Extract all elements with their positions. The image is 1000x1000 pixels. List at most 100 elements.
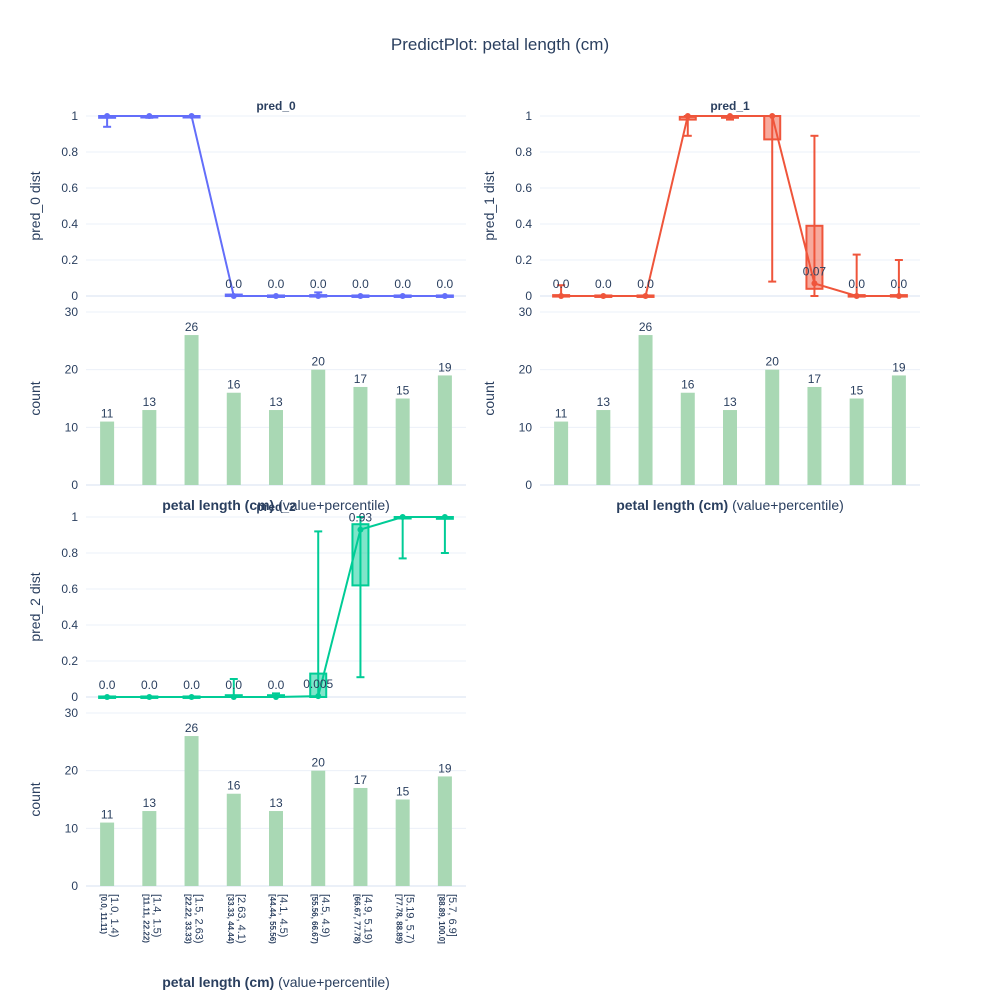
- median-point: [642, 293, 649, 299]
- count-ytick-label: 10: [519, 420, 533, 434]
- median-point: [315, 293, 322, 299]
- count-bar: [437, 375, 452, 485]
- count-ytick-label: 20: [65, 764, 79, 778]
- median-point: [811, 280, 818, 287]
- xtick-percentile: [88.89, 100.0]: [437, 894, 446, 944]
- xtick-label: [4.5, 4.9): [319, 894, 331, 937]
- count-bar-label: 17: [354, 773, 368, 787]
- x-axis-label: petal length (cm) (value+percentile): [162, 974, 390, 990]
- xtick-label: [4.9, 5.19): [361, 894, 373, 944]
- median-point: [273, 694, 279, 700]
- median-label: 0.0: [141, 678, 158, 692]
- count-bar-label: 16: [227, 779, 241, 793]
- xtick-percentile: [0.0, 11.11): [99, 894, 108, 934]
- count-bar: [353, 386, 368, 485]
- dist-ytick-label: 0.2: [61, 253, 78, 267]
- count-ytick-label: 20: [519, 363, 533, 377]
- count-bar-label: 20: [312, 756, 326, 770]
- count-bar: [437, 776, 452, 886]
- median-point: [188, 694, 195, 700]
- panel-pred_1: 0 0.2 0.4 0.6 0.8 1 pred_1 pred_1 dist 0.0 0.0 0.0…: [481, 99, 920, 513]
- median-point: [558, 293, 565, 299]
- xtick-label: [1.0, 1.4): [108, 894, 120, 937]
- count-bar-label: 13: [269, 395, 283, 409]
- dist-ytick-label: 0.2: [515, 253, 532, 267]
- count-bar-label: 26: [185, 721, 199, 735]
- median-label: 0.93: [349, 511, 373, 525]
- count-bar-label: 19: [438, 360, 452, 374]
- count-bar: [638, 335, 653, 485]
- median-point: [684, 113, 691, 119]
- panel-title: pred_1: [710, 99, 750, 113]
- dist-ytick-label: 0.4: [61, 618, 78, 632]
- dist-box: [805, 134, 824, 297]
- median-label: 0.0: [352, 277, 369, 291]
- count-bar: [311, 770, 326, 886]
- count-ytick-label: 10: [65, 821, 79, 835]
- count-bar: [849, 398, 864, 485]
- count-ylabel: count: [27, 381, 43, 415]
- xtick-label: [2.63, 4.1): [235, 894, 247, 944]
- median-point: [600, 293, 607, 299]
- count-ytick-label: 20: [65, 363, 79, 377]
- median-point: [104, 113, 111, 119]
- dist-ytick-label: 1: [71, 510, 78, 524]
- dist-ytick-label: 1: [525, 109, 532, 123]
- count-bar-label: 11: [555, 407, 568, 421]
- count-bar-label: 20: [312, 355, 326, 369]
- count-bar: [723, 410, 737, 485]
- count-bar: [311, 369, 326, 485]
- dist-ytick-label: 0.4: [515, 217, 532, 231]
- median-point: [769, 113, 776, 119]
- count-bar: [395, 799, 410, 886]
- count-bar-label: 16: [227, 378, 241, 392]
- x-axis-label: petal length (cm) (value+percentile): [616, 497, 844, 513]
- count-bar: [100, 822, 115, 886]
- count-bar-label: 19: [438, 761, 452, 775]
- xtick-label: [1.4, 1.5): [150, 894, 162, 937]
- count-bar-label: 15: [850, 384, 864, 398]
- count-bar: [807, 386, 822, 485]
- count-bar: [395, 398, 410, 485]
- median-point: [146, 694, 153, 700]
- median-point: [188, 113, 195, 119]
- dist-ytick-label: 0.8: [61, 145, 78, 159]
- panel-pred_0: 0 0.2 0.4 0.6 0.8 1 pred_0 pred_0 dist 0.0 0.0 0.0…: [27, 99, 466, 513]
- median-label: 0.0: [183, 678, 200, 692]
- median-line: [107, 516, 445, 698]
- panel-pred_2: 0 0.2 0.4 0.6 0.8 1 pred_2 pred_2 dist 0.0 0.0 0.0…: [27, 500, 466, 990]
- median-point: [273, 293, 279, 299]
- panel-title: pred_2: [256, 500, 296, 514]
- xtick-label: [1.5, 2.63): [193, 894, 205, 944]
- median-label: 0.0: [637, 277, 654, 291]
- dist-ylabel: pred_2 dist: [27, 572, 43, 641]
- dist-ylabel: pred_1 dist: [481, 171, 497, 240]
- median-point: [230, 694, 237, 700]
- count-bar: [680, 392, 695, 485]
- count-bar: [226, 793, 241, 886]
- count-bar: [269, 410, 283, 485]
- median-label: 0.0: [394, 277, 411, 291]
- median-label: 0.0: [225, 678, 242, 692]
- xtick-label: [4.1, 4.5): [277, 894, 289, 937]
- count-bar-label: 19: [892, 360, 906, 374]
- dist-ytick-label: 0.4: [61, 217, 78, 231]
- xtick-percentile: [22.22, 33.33): [184, 894, 193, 944]
- dist-ytick-label: 0.2: [61, 654, 78, 668]
- count-bar: [100, 421, 115, 485]
- median-point: [104, 694, 111, 700]
- count-ytick-label: 0: [525, 478, 532, 492]
- median-label: 0.0: [595, 277, 612, 291]
- median-point: [357, 526, 364, 533]
- count-bar-label: 13: [143, 796, 157, 810]
- count-bar: [184, 335, 199, 485]
- xtick-percentile: [55.56, 66.67): [310, 894, 319, 944]
- dist-ytick-label: 0: [71, 690, 78, 704]
- count-bar: [142, 410, 157, 485]
- xtick-percentile: [44.44, 55.56): [268, 894, 277, 944]
- median-label: 0.0: [99, 678, 116, 692]
- count-bar: [554, 421, 569, 485]
- dist-ytick-label: 0.6: [515, 181, 532, 195]
- xtick-percentile: [77.78, 88.89): [395, 894, 404, 944]
- median-label: 0.0: [553, 277, 570, 291]
